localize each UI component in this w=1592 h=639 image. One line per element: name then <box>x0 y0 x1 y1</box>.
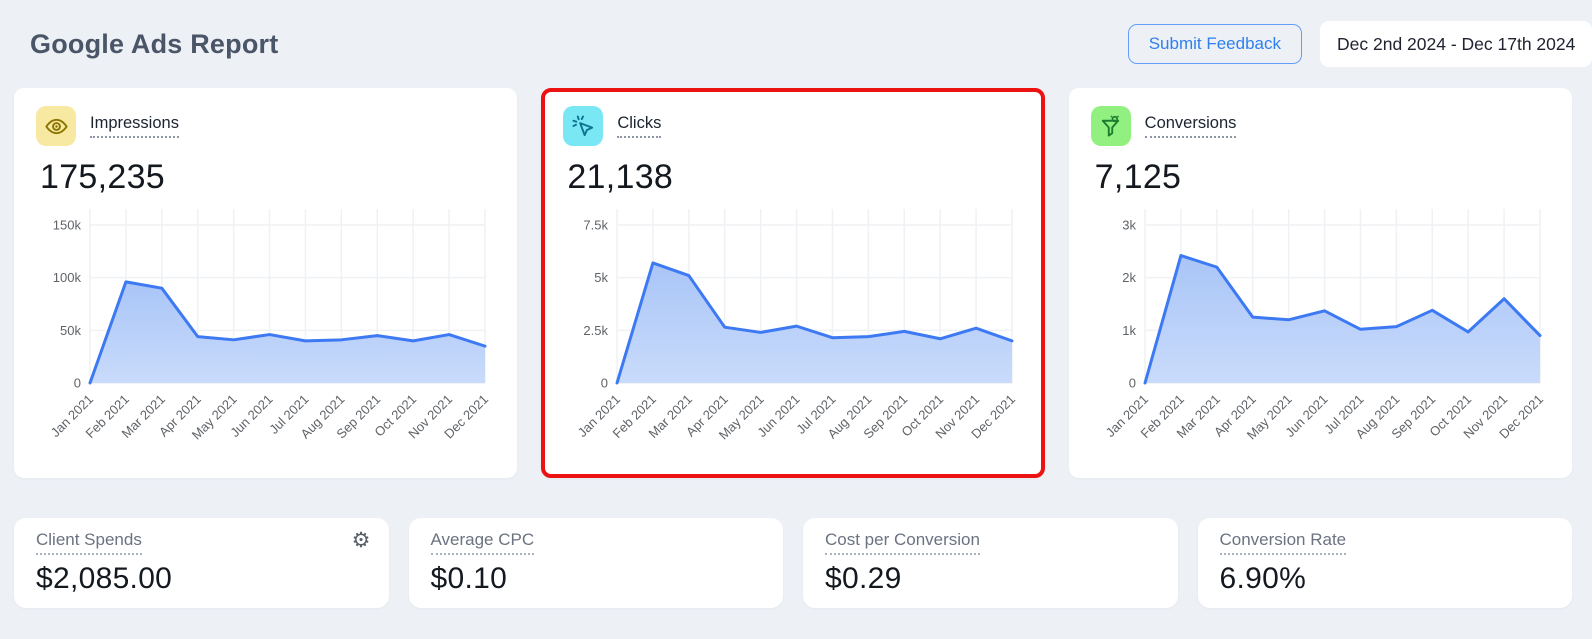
area-chart-clicks[interactable]: 0 2.5k 5k 7.5k Jan 2021 Feb 2021 Mar 2021 Apr 2… <box>563 203 1022 455</box>
svg-text:2k: 2k <box>1122 270 1136 285</box>
metric-value-impressions: 175,235 <box>40 158 166 196</box>
summary-value-cost-per-conversion: $0.29 <box>825 562 902 595</box>
date-range-picker[interactable]: Dec 2nd 2024 - Dec 17th 2024 <box>1320 21 1592 67</box>
submit-feedback-button[interactable]: Submit Feedback <box>1127 24 1302 64</box>
gear-icon[interactable]: ⚙ <box>351 529 371 552</box>
summary-card-average-cpc: Average CPC $0.10 <box>408 518 783 608</box>
metric-label-clicks[interactable]: Clicks <box>617 114 662 138</box>
header-actions: Submit Feedback Dec 2nd 2024 - Dec 17th … <box>1127 21 1592 67</box>
summary-label-client-spends[interactable]: Client Spends <box>36 530 142 555</box>
summary-value-conversion-rate: 6.90% <box>1219 562 1307 595</box>
metric-card-conversions[interactable]: Conversions 7,125 0 1k 2k 3k Jan 2021 Feb 202… <box>1068 88 1572 478</box>
metric-card-header: Conversions <box>1090 106 1550 146</box>
metric-card-header: Clicks <box>563 106 1022 146</box>
metric-card-impressions[interactable]: Impressions 175,235 0 50k 100k 150k Jan 2021… <box>14 88 518 478</box>
summary-label-average-cpc[interactable]: Average CPC <box>430 530 535 555</box>
svg-text:100k: 100k <box>53 270 82 285</box>
header: Google Ads Report Submit Feedback Dec 2n… <box>14 0 1592 88</box>
area-chart-impressions[interactable]: 0 50k 100k 150k Jan 2021 Feb 2021 Mar 2021 Apr … <box>36 203 495 455</box>
svg-text:2.5k: 2.5k <box>584 323 609 338</box>
summary-label-cost-per-conversion[interactable]: Cost per Conversion <box>825 530 980 555</box>
summary-value-average-cpc: $0.10 <box>430 562 508 595</box>
metric-label-conversions[interactable]: Conversions <box>1144 114 1237 138</box>
summary-row: Client Spends ⚙ $2,085.00 Average CPC $0… <box>14 518 1572 608</box>
svg-text:5k: 5k <box>595 270 609 285</box>
summary-card-conversion-rate: Conversion Rate 6.90% <box>1197 518 1572 608</box>
metric-card-clicks[interactable]: Clicks 21,138 0 2.5k 5k 7.5k Jan 2021 Feb 202… <box>541 88 1045 478</box>
eye-icon <box>36 106 76 146</box>
summary-card-cost-per-conversion: Cost per Conversion $0.29 <box>803 518 1178 608</box>
metric-card-header: Impressions <box>36 106 495 146</box>
area-chart-conversions[interactable]: 0 1k 2k 3k Jan 2021 Feb 2021 Mar 2021 Apr 2021 M… <box>1091 203 1550 455</box>
svg-text:50k: 50k <box>60 323 81 338</box>
page-title: Google Ads Report <box>30 28 279 59</box>
summary-card-client-spends: Client Spends ⚙ $2,085.00 <box>14 518 389 608</box>
svg-text:0: 0 <box>74 376 81 391</box>
svg-text:3k: 3k <box>1122 218 1136 233</box>
svg-text:1k: 1k <box>1122 323 1136 338</box>
svg-text:0: 0 <box>601 376 608 391</box>
summary-value-client-spends: $2,085.00 <box>36 562 173 595</box>
svg-text:7.5k: 7.5k <box>584 218 609 233</box>
svg-text:150k: 150k <box>53 218 82 233</box>
metrics-row: Impressions 175,235 0 50k 100k 150k Jan 2021… <box>14 88 1572 478</box>
summary-label-conversion-rate[interactable]: Conversion Rate <box>1219 530 1347 555</box>
metric-value-conversions: 7,125 <box>1094 158 1182 196</box>
metric-label-impressions[interactable]: Impressions <box>90 114 179 138</box>
funnel-icon <box>1090 106 1131 146</box>
metric-value-clicks: 21,138 <box>567 158 674 196</box>
cursor-click-icon <box>563 106 604 146</box>
svg-text:0: 0 <box>1128 376 1135 391</box>
